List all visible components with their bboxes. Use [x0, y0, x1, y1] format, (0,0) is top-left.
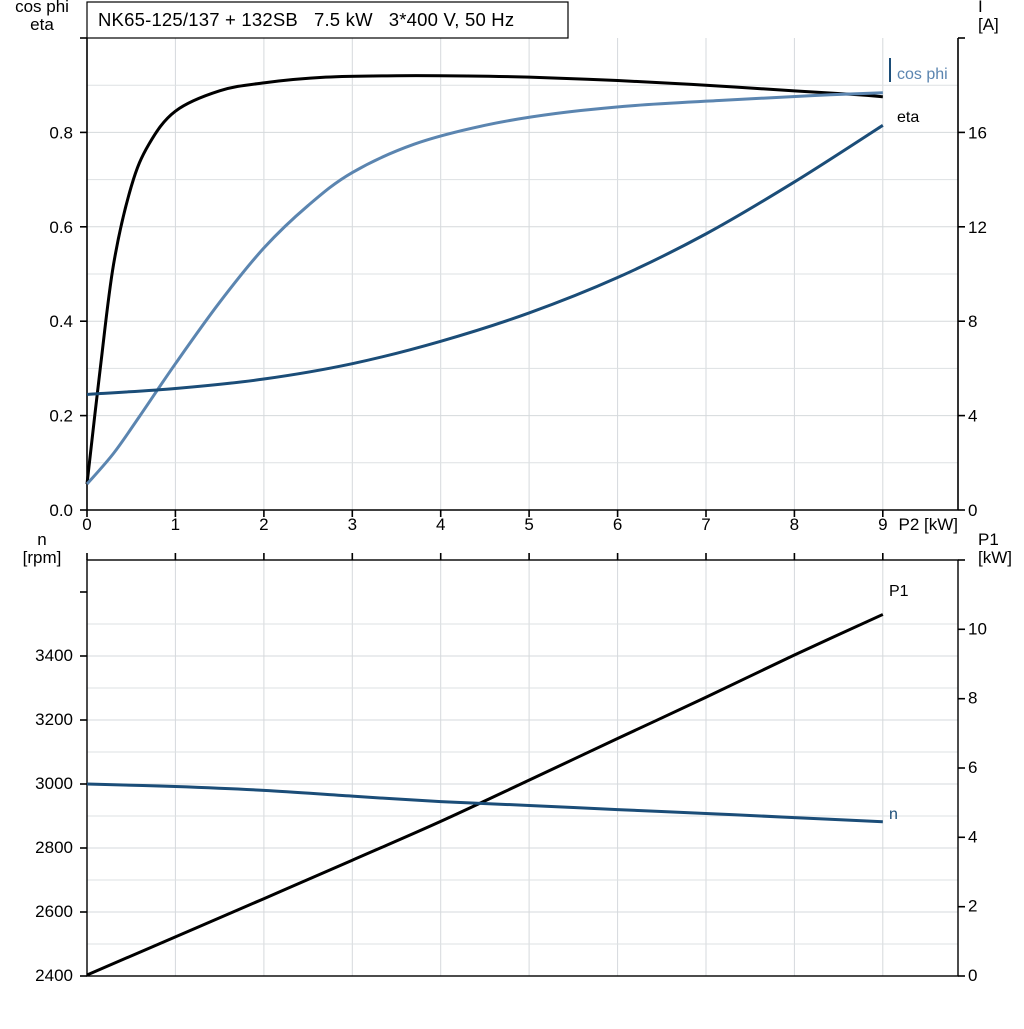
svg-text:P2 [kW]: P2 [kW] [898, 515, 958, 534]
svg-text:0.0: 0.0 [49, 501, 73, 520]
svg-text:cos phi: cos phi [897, 66, 948, 83]
svg-text:n: n [889, 806, 898, 823]
svg-text:2600: 2600 [35, 902, 73, 921]
svg-text:4: 4 [968, 827, 977, 846]
svg-text:[kW]: [kW] [978, 548, 1012, 567]
svg-text:cos phi: cos phi [15, 0, 69, 16]
svg-text:I: I [978, 0, 983, 16]
svg-text:2800: 2800 [35, 838, 73, 857]
svg-text:2400: 2400 [35, 966, 73, 985]
svg-text:1: 1 [171, 515, 180, 534]
svg-text:7: 7 [701, 515, 710, 534]
svg-text:0: 0 [82, 515, 91, 534]
svg-text:eta: eta [897, 109, 919, 126]
svg-text:2: 2 [259, 515, 268, 534]
svg-text:4: 4 [968, 407, 977, 426]
svg-text:8: 8 [968, 312, 977, 331]
svg-text:3200: 3200 [35, 710, 73, 729]
svg-text:10: 10 [968, 619, 987, 638]
svg-text:[rpm]: [rpm] [23, 548, 62, 567]
svg-text:16: 16 [968, 123, 987, 142]
svg-text:9: 9 [878, 515, 887, 534]
svg-text:12: 12 [968, 218, 987, 237]
svg-text:0.6: 0.6 [49, 218, 73, 237]
svg-text:0.4: 0.4 [49, 312, 73, 331]
svg-text:P1: P1 [889, 583, 909, 600]
svg-text:6: 6 [968, 758, 977, 777]
svg-text:eta: eta [30, 15, 54, 34]
svg-text:3000: 3000 [35, 774, 73, 793]
svg-text:6: 6 [613, 515, 622, 534]
svg-text:3400: 3400 [35, 646, 73, 665]
svg-text:0: 0 [968, 501, 977, 520]
svg-text:[A]: [A] [978, 15, 999, 34]
svg-text:8: 8 [968, 689, 977, 708]
svg-text:4: 4 [436, 515, 445, 534]
svg-text:0.8: 0.8 [49, 123, 73, 142]
svg-text:NK65-125/137 + 132SB 7.5 kW: NK65-125/137 + 132SB 7.5 kW 3*400 V, 50 … [98, 9, 514, 30]
svg-text:P1: P1 [978, 530, 999, 549]
svg-text:0.2: 0.2 [49, 407, 73, 426]
svg-text:0: 0 [968, 966, 977, 985]
svg-text:3: 3 [348, 515, 357, 534]
svg-text:2: 2 [968, 897, 977, 916]
svg-text:8: 8 [790, 515, 799, 534]
svg-text:n: n [37, 530, 46, 549]
svg-text:5: 5 [524, 515, 533, 534]
